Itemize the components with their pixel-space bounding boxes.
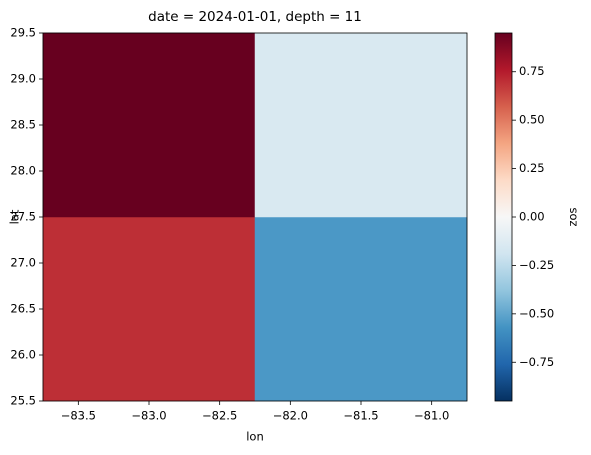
colorbar-tick-label: 0.75 [519,64,545,78]
heatmap-cell [254,216,468,402]
colorbar-label: zos [566,207,580,226]
y-axis-label: lat [8,209,22,224]
colorbar [494,32,513,402]
chart-title: date = 2024-01-01, depth = 11 [148,9,362,25]
colorbar-tick-label: 0.00 [519,210,545,224]
y-tick-label: 26.0 [10,348,36,362]
x-axis-label: lon [246,430,264,444]
colorbar-tick-label: −0.25 [519,258,554,272]
y-tick-label: 28.5 [10,118,36,132]
y-tick-label: 29.0 [10,72,36,86]
colorbar-tick-label: 0.25 [519,161,545,175]
heatmap-cell [42,216,256,402]
y-tick-label: 29.5 [10,26,36,40]
x-tick-label: −81.5 [343,409,378,423]
y-tick-label: 28.0 [10,164,36,178]
x-tick-label: −83.0 [131,409,166,423]
y-tick-label: 27.0 [10,256,36,270]
colorbar-tick-label: 0.50 [519,113,545,127]
colorbar-tick-label: −0.75 [519,355,554,369]
x-tick-label: −82.5 [202,409,237,423]
x-tick-label: −81.0 [414,409,449,423]
y-tick-label: 27.5 [10,210,36,224]
y-tick-label: 25.5 [10,394,36,408]
heatmap-cell [254,32,468,218]
heatmap-cell [42,32,256,218]
colorbar-tick-label: −0.50 [519,306,554,320]
y-tick-label: 26.5 [10,302,36,316]
x-tick-label: −83.5 [61,409,96,423]
x-tick-label: −82.0 [273,409,308,423]
